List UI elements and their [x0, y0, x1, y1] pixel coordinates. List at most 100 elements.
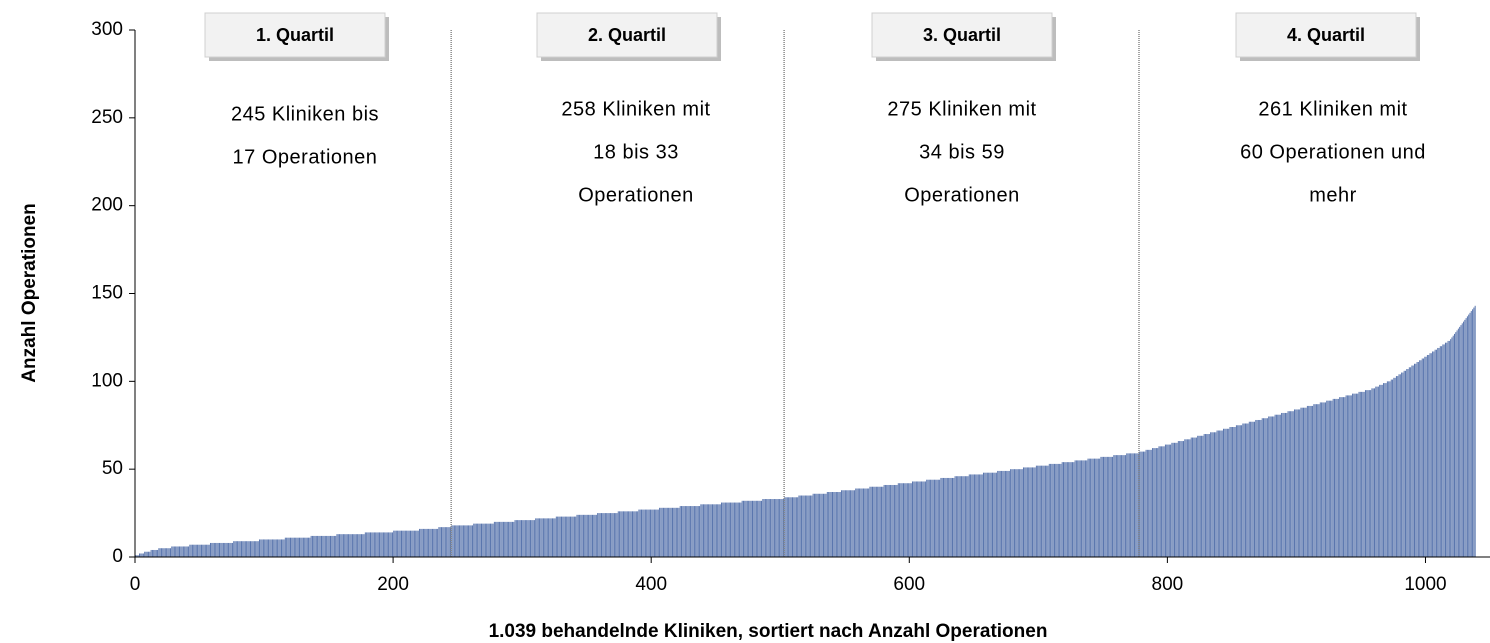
bar [1442, 344, 1444, 557]
bar [566, 516, 568, 557]
bar [964, 476, 966, 557]
bar [815, 493, 817, 557]
bar [438, 527, 440, 557]
quartile-text: 258 Kliniken mit [561, 98, 710, 120]
bar [908, 483, 910, 557]
bar [741, 500, 743, 557]
bar [982, 472, 984, 557]
bar [772, 499, 774, 557]
bar [575, 516, 577, 557]
bar [435, 528, 437, 557]
bar [1474, 305, 1476, 557]
bar [1379, 384, 1381, 557]
bar [1370, 390, 1372, 557]
bar [989, 472, 991, 557]
bar [313, 535, 315, 557]
bar [155, 549, 157, 557]
bar [1376, 386, 1378, 557]
bar [564, 516, 566, 557]
bar [648, 509, 650, 557]
bar [655, 509, 657, 557]
bar [723, 502, 725, 557]
bar [626, 511, 628, 557]
bar [684, 506, 686, 557]
bar [1303, 407, 1305, 557]
bar [1013, 469, 1015, 557]
bar [904, 483, 906, 557]
bar [1268, 416, 1270, 557]
bar [905, 483, 907, 557]
bar [668, 507, 670, 557]
bar [440, 527, 442, 557]
bar [1189, 439, 1191, 557]
bar [992, 472, 994, 557]
bar [608, 513, 610, 557]
bar [1390, 379, 1392, 557]
bar [598, 513, 600, 557]
bar [1037, 465, 1039, 557]
bar [1394, 377, 1396, 557]
bar [1022, 467, 1024, 557]
bar [280, 539, 282, 557]
bar [802, 495, 804, 557]
bar [163, 548, 165, 557]
bar [690, 506, 692, 557]
bar [704, 504, 706, 557]
bar [523, 520, 525, 557]
bar [839, 492, 841, 557]
bar [833, 492, 835, 557]
bar [701, 504, 703, 557]
bar [736, 502, 738, 557]
bar [875, 486, 877, 557]
bar [230, 542, 232, 557]
bar [801, 495, 803, 557]
bar [1407, 369, 1409, 557]
bar [580, 514, 582, 557]
bar [522, 520, 524, 557]
bar [1175, 442, 1177, 557]
bar [532, 520, 534, 557]
bar [862, 488, 864, 557]
bar [1136, 453, 1138, 557]
bar [1162, 446, 1164, 557]
bar [604, 513, 606, 557]
bar [1343, 397, 1345, 557]
bar [478, 523, 480, 557]
bar [602, 513, 604, 557]
bar [248, 541, 250, 557]
bar [1204, 434, 1206, 557]
bar [861, 488, 863, 557]
bar [860, 488, 862, 557]
bar [642, 509, 644, 557]
bar [1228, 428, 1230, 557]
y-tick-label: 300 [91, 19, 123, 40]
label-box [1235, 12, 1417, 58]
bar [803, 495, 805, 557]
bar [1450, 339, 1452, 557]
bar [474, 523, 476, 557]
bar [1327, 400, 1329, 557]
bar [1312, 405, 1314, 557]
bar [355, 534, 357, 557]
bar [1346, 395, 1348, 557]
bar [1219, 430, 1221, 557]
y-tick-label: 0 [112, 546, 123, 567]
bar [1064, 462, 1066, 557]
bar [1415, 363, 1417, 557]
bar [737, 502, 739, 557]
bar [1335, 398, 1337, 557]
bar [872, 486, 874, 557]
bar [308, 537, 310, 557]
bar [362, 534, 364, 557]
bar [1126, 453, 1128, 557]
bar [1464, 319, 1466, 557]
bar [1349, 395, 1351, 557]
bar [1235, 425, 1237, 557]
bar [426, 528, 428, 557]
bar [190, 544, 192, 557]
bar [980, 474, 982, 557]
bar [164, 548, 166, 557]
quartile-text: 18 bis 33 [593, 141, 679, 163]
bar [1190, 437, 1192, 557]
bar [633, 511, 635, 557]
